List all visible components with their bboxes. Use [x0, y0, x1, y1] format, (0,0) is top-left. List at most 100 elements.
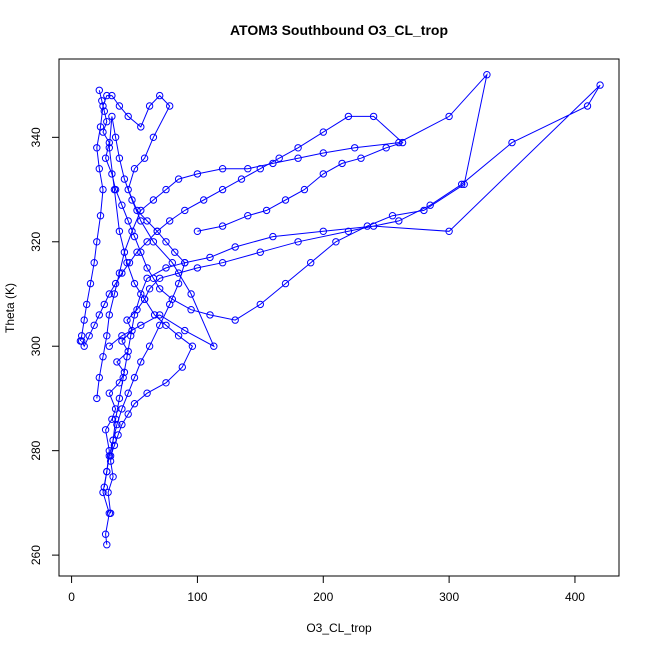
data-point	[256, 165, 264, 173]
y-tick-label: 300	[29, 336, 43, 356]
data-point	[300, 185, 309, 194]
data-point	[106, 452, 115, 460]
data-point	[206, 253, 214, 262]
data-point	[103, 541, 111, 549]
data-point	[105, 144, 114, 152]
data-point	[145, 102, 154, 110]
data-point	[153, 227, 161, 236]
data-point	[168, 259, 177, 267]
data-point	[118, 420, 126, 429]
data-point	[109, 473, 117, 481]
data-point	[269, 232, 277, 241]
x-tick-label: 100	[187, 590, 207, 604]
data-point	[281, 279, 290, 288]
series-4	[78, 112, 407, 350]
data-point	[210, 342, 218, 350]
data-point	[95, 373, 104, 382]
data-point	[162, 185, 170, 194]
data-point	[113, 420, 121, 429]
data-point	[96, 123, 105, 131]
x-axis: 0 100 200 300 400	[68, 575, 585, 604]
data-point	[103, 91, 111, 100]
y-tick-label: 320	[29, 231, 43, 251]
data-point	[115, 227, 124, 236]
data-point	[181, 206, 189, 215]
data-point	[187, 306, 195, 314]
data-point	[99, 488, 107, 497]
y-tick-label: 260	[29, 545, 43, 565]
data-point	[166, 300, 174, 309]
data-point	[460, 180, 468, 189]
data-point	[369, 112, 378, 121]
data-point	[137, 290, 145, 298]
data-point	[111, 279, 120, 288]
data-point	[120, 368, 129, 376]
data-point	[124, 217, 132, 225]
data-point	[395, 217, 403, 225]
data-point	[244, 165, 252, 173]
data-point	[85, 332, 93, 340]
data-point	[388, 212, 397, 220]
data-point	[101, 426, 110, 434]
data-point	[483, 71, 491, 79]
data-point	[104, 488, 112, 497]
data-point	[145, 285, 154, 293]
data-point	[145, 342, 154, 350]
data-point	[103, 118, 111, 126]
data-point	[90, 321, 98, 329]
data-point	[108, 415, 116, 423]
data-point	[130, 311, 139, 319]
data-point	[256, 248, 264, 256]
data-point	[124, 389, 132, 397]
data-point	[100, 300, 109, 309]
data-point	[110, 441, 119, 450]
series-line	[81, 115, 404, 348]
data-point	[106, 509, 115, 517]
data-point	[130, 400, 139, 408]
data-point	[137, 358, 145, 366]
data-point	[398, 138, 407, 147]
data-point	[93, 238, 101, 246]
data-point	[118, 332, 126, 340]
data-point	[130, 165, 139, 173]
data-point	[244, 212, 252, 220]
data-point	[99, 102, 107, 110]
data-point	[231, 316, 239, 324]
data-point	[193, 264, 202, 272]
data-point	[123, 353, 131, 361]
data-point	[118, 337, 126, 345]
data-point	[231, 243, 239, 251]
data-point	[114, 431, 122, 439]
data-point	[119, 373, 127, 382]
data-point	[275, 154, 283, 162]
data-point	[127, 332, 135, 340]
data-point	[319, 170, 327, 178]
data-point	[294, 144, 302, 152]
data-point	[382, 144, 390, 152]
data-point	[130, 279, 139, 288]
data-point	[281, 196, 290, 204]
data-point	[80, 316, 88, 324]
data-point	[187, 290, 195, 298]
series-line	[108, 116, 215, 457]
data-point	[105, 389, 114, 397]
data-point	[124, 347, 132, 356]
chart-title: ATOM3 Southbound O3_CL_trop	[230, 22, 448, 38]
data-point	[174, 279, 183, 288]
data-point	[166, 217, 174, 225]
data-point	[99, 185, 107, 194]
data-point	[128, 227, 136, 236]
data-point	[123, 316, 131, 324]
data-point	[149, 274, 158, 282]
series-line	[96, 73, 488, 399]
data-point	[78, 337, 86, 345]
data-point	[99, 353, 107, 361]
data-point	[95, 86, 104, 95]
data-point	[128, 196, 136, 204]
data-point	[124, 410, 132, 418]
data-point	[171, 248, 179, 256]
data-point	[256, 300, 264, 309]
data-point	[115, 154, 124, 162]
data-point	[140, 295, 149, 303]
data-point	[188, 342, 197, 350]
